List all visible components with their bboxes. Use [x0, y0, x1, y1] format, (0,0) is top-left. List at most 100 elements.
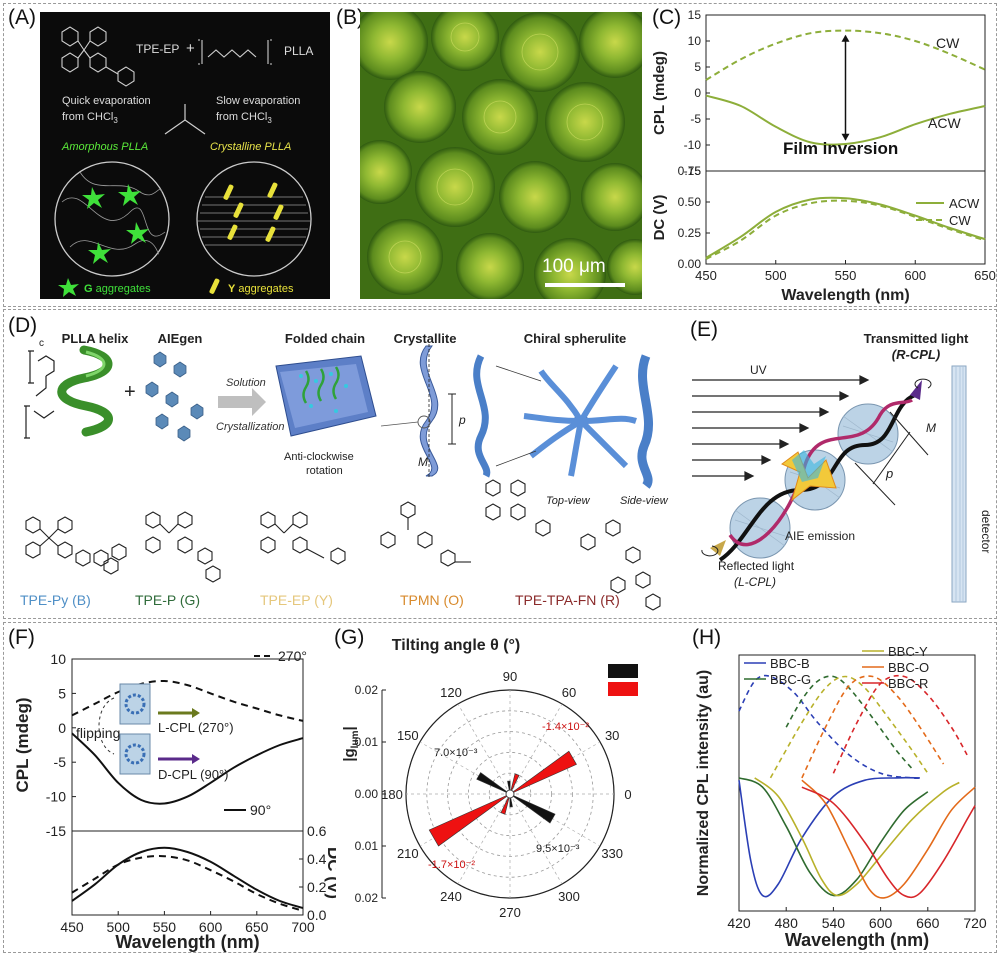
green-star-aggregates: [82, 184, 149, 264]
c-ylabel-bottom: DC (V): [651, 195, 668, 241]
h-series-dashed-line: [801, 675, 945, 779]
g-angle-label: 0: [624, 787, 631, 802]
d-top-view: Top-view: [546, 495, 591, 507]
f-xtick-label: 600: [199, 919, 223, 935]
d-m-label: M: [418, 455, 428, 469]
h-legend-label: BBC-G: [770, 672, 811, 687]
c-ytick-label: 0.25: [678, 226, 702, 240]
compound-structures: [25, 479, 661, 611]
h-series-dashed-line: [738, 674, 920, 780]
f-arrow-dcpl-head: [192, 754, 200, 764]
f-series-line: [71, 855, 304, 912]
c-ytick-label: -10: [684, 138, 702, 152]
f-inset-spherulite-top: [124, 693, 146, 715]
g-angle-label: 240: [440, 889, 462, 904]
f-lcpl-label: L-CPL (270°): [158, 720, 234, 735]
c-xtick-label: 650: [974, 268, 996, 283]
reflected-arrow: [710, 540, 726, 556]
h-legend-label: BBC-O: [888, 660, 929, 675]
a-slow-evap-2: from CHCl3: [216, 111, 272, 125]
panel-label-d: (D): [8, 314, 38, 337]
compound-name: TPE-P (G): [135, 592, 201, 608]
c-ytick-label: 0: [694, 86, 701, 100]
scale-bar-label: 100 μm: [542, 256, 606, 277]
f-flipping-arrow: [98, 697, 115, 755]
h-legend-label: BBC-R: [888, 676, 928, 691]
cholesteric-helix: [718, 393, 916, 562]
panel-label-a: (A): [8, 6, 36, 29]
h-xtick-label: 660: [916, 915, 940, 931]
f-series-line: [71, 732, 304, 805]
scale-bar: [545, 283, 625, 287]
spiral-bands: [388, 22, 604, 274]
c-cw-label: CW: [936, 35, 960, 51]
g-angle-label: 90: [503, 669, 517, 684]
f-ytick-label: -10: [46, 789, 66, 805]
panel-a-drawing: TPE-EP + PLLA Quick evaporation from CHC…: [54, 26, 313, 297]
c-ylabel-top: CPL (mdeg): [651, 51, 668, 135]
c-ytick-label: -5: [690, 112, 701, 126]
yellow-rod-aggregates: [223, 182, 284, 242]
crystalline-circle: [196, 161, 312, 277]
g-polar-bar: [509, 773, 520, 795]
e-reflected: Reflected light: [718, 559, 795, 573]
compound-name: TPMN (O): [400, 592, 464, 608]
g-radial-tick-label: 0.00: [355, 787, 379, 801]
g-polar-bar: [428, 793, 511, 847]
g-ylabel: |glum|: [341, 726, 361, 761]
g-spoke: [509, 793, 601, 847]
h-series-dashed-line: [785, 675, 913, 770]
c-xtick-label: 550: [835, 268, 857, 283]
aiegen-molecules: [145, 351, 204, 442]
panel-e-drawing: UV p M AIE emission Reflected light (L-C…: [692, 363, 990, 603]
f-inset-spherulite-bottom: [124, 743, 146, 765]
transmitted-arrow: [910, 380, 922, 400]
c-xlabel: Wavelength (nm): [781, 287, 909, 304]
h-xtick-label: 600: [869, 915, 893, 931]
f-xtick-label: 650: [245, 919, 269, 935]
g-aggregates-icon: [58, 278, 79, 297]
g-angle-label: 30: [605, 728, 619, 743]
h-xtick-label: 480: [775, 915, 799, 931]
g-legend-black: [608, 664, 638, 678]
chart-g: Tilting angle θ (°)906030033030027024021…: [341, 637, 638, 920]
h-series-line: [738, 776, 920, 898]
rotation-arrow-bottom: [701, 545, 719, 557]
panel-label-c: (C): [652, 6, 682, 29]
c-ytick-label: 0.50: [678, 195, 702, 209]
f-flipping: flipping: [76, 725, 120, 741]
uv-arrows: [692, 375, 870, 481]
a-plus: +: [186, 40, 195, 57]
g-polar-bar: [476, 772, 511, 795]
panel-label-f: (F): [8, 626, 35, 649]
chart-f: 10 5 0 -5 -10 -15 0.0 0.2 0.4 0.6 450 500 550 600 650 7…: [13, 648, 336, 952]
g-annotation-red-1: -1.4×10⁻²: [542, 721, 589, 733]
d-anti-clockwise: Anti-clockwise: [284, 451, 354, 463]
f-ytick-right-label: 0.2: [307, 879, 327, 895]
g-angle-label: 120: [440, 685, 462, 700]
g-annotation-black-1: 7.0×10⁻³: [434, 747, 478, 759]
c-ytick-label: -15: [684, 164, 702, 178]
c-ytick-label: 10: [688, 34, 702, 48]
f-ytick-label: -15: [46, 823, 66, 839]
e-rcpl: (R-CPL): [891, 347, 941, 362]
f-ytick-label: -5: [54, 754, 67, 770]
amorphous-chains: [61, 171, 166, 255]
f-ytick-label: 0: [58, 720, 66, 736]
g-title: Tilting angle θ (°): [392, 637, 521, 654]
a-quick-evap: Quick evaporation: [62, 95, 151, 107]
compound-name: TPE-EP (Y): [260, 592, 333, 608]
g-center: [505, 789, 515, 799]
f-series-line: [71, 846, 304, 909]
g-polar-bar: [509, 750, 577, 795]
rotation-arrow-top: [914, 378, 932, 389]
d-crystallization: Crystallization: [216, 421, 284, 433]
g-spoke: [509, 741, 601, 795]
panel-d-drawing: c + Solution Crystallization Anti-clockw…: [24, 338, 669, 611]
e-uv: UV: [750, 363, 767, 377]
f-ytick-right-label: 0.6: [307, 823, 327, 839]
f-legend-270: 270°: [278, 648, 307, 664]
f-ytick-label: 5: [58, 685, 66, 701]
compound-name: TPE-TPA-FN (R): [515, 592, 620, 608]
a-plla-label: PLLA: [284, 44, 313, 58]
